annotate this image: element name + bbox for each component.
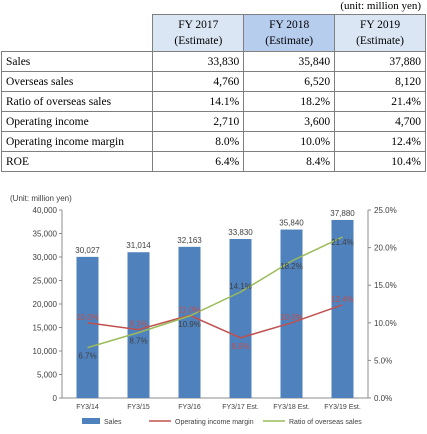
row-label: Overseas sales [0,71,154,92]
table-cell: 18.2% [243,91,336,112]
table-header-row: FY 2017 (Estimate) FY 2018 (Estimate) FY… [1,14,426,52]
table-cell: 10.0% [243,131,336,152]
sales-chart: (Unit: million yen) 0 5,000 10,000 15,000 20,… [10,194,397,426]
table-cell: 33,830 [152,51,245,72]
right-axis-tick-label: 20.0% [374,244,397,253]
left-axis-tick-label: 0 [53,394,58,403]
ratio-data-label: 8.7% [129,337,147,346]
table-row: Overseas sales 4,760 6,520 8,120 [0,71,426,92]
table-cell: 10.4% [334,151,426,172]
line-operating-income-margin [87,304,343,339]
row-label: Operating income [0,111,154,132]
left-axis-tick-label: 30,000 [33,253,58,262]
x-axis-category-label: FY3/18 Est. [273,404,310,411]
left-axis-tick-label: 5,000 [37,371,58,380]
column-note: (Estimate) [356,35,404,47]
ratio-data-label: 14.1% [229,282,252,291]
financial-forecast-table: FY 2017 (Estimate) FY 2018 (Estimate) FY… [0,14,426,172]
right-axis-tick-label: 10.0% [374,319,397,328]
table-cell: 35,840 [243,51,336,72]
margin-data-label: 10.0% [76,313,99,322]
column-header-fy2017: FY 2017 (Estimate) [152,14,245,52]
legend-label-sales: Sales [104,419,122,426]
left-axis-tick-label: 40,000 [33,206,58,215]
right-axis-tick-label: 0.0% [374,394,392,403]
table-cell: 14.1% [152,91,245,112]
x-axis-category-label: FY3/16 [178,404,201,411]
legend-swatch-sales [82,418,100,424]
ratio-data-label: 6.7% [78,352,96,361]
table-row: Sales 33,830 35,840 37,880 [0,51,426,72]
row-label: Ratio of overseas sales [0,91,154,112]
bar-data-label: 37,880 [330,209,355,218]
column-year: FY 2017 [178,19,219,31]
legend-label-ratio: Ratio of overseas sales [289,419,362,426]
margin-data-label: 8.0% [231,342,249,351]
table-cell: 3,600 [243,111,336,132]
table-cell: 8.0% [152,131,245,152]
bar-data-label: 31,014 [126,241,151,250]
table-corner-cell [1,14,154,52]
table-cell: 8.4% [243,151,336,172]
bar-sales [280,229,303,398]
bar-sales [331,219,354,398]
x-axis-category-label: FY3/14 [76,404,99,411]
ratio-data-label: 10.9% [178,320,201,329]
margin-data-label: 12.4% [331,295,354,304]
column-header-fy2019: FY 2019 (Estimate) [334,14,426,52]
table-row: Operating income 2,710 3,600 4,700 [0,111,426,132]
row-label: ROE [0,151,154,172]
x-axis-category-label: FY3/15 [127,404,150,411]
bar-data-label: 30,027 [75,246,100,255]
row-label: Sales [0,51,154,72]
x-axis-category-label: FY3/17 Est. [222,404,259,411]
table-cell: 6.4% [152,151,245,172]
bar-data-label: 33,830 [228,228,253,237]
table-row: Ratio of overseas sales 14.1% 18.2% 21.4% [0,91,426,112]
table-cell: 8,120 [334,71,426,92]
left-axis-tick-label: 20,000 [33,300,58,309]
table-cell: 12.4% [334,131,426,152]
column-year: FY 2019 [359,19,401,31]
table-cell: 2,710 [152,111,245,132]
left-axis-tick-label: 25,000 [33,277,58,286]
ratio-data-label: 18.2% [280,262,303,271]
column-note: (Estimate) [265,35,314,47]
x-axis-category-label: FY3/19 Est. [324,404,361,411]
unit-note: (unit: million yen) [340,0,421,12]
column-year: FY 2018 [269,19,310,31]
bar-sales [127,252,150,398]
bar-sales [229,238,252,398]
bar-sales [76,256,99,398]
ratio-data-label: 21.4% [331,238,354,247]
table-cell: 4,760 [152,71,245,92]
bar-data-label: 35,840 [279,219,304,228]
row-label: Operating income margin [0,131,154,152]
margin-data-label: 9.1% [129,320,147,329]
table-cell: 6,520 [243,71,336,92]
bar-data-label: 32,163 [177,236,202,245]
right-axis-tick-label: 5.0% [374,356,392,365]
column-note: (Estimate) [174,35,223,47]
margin-data-label: 10.0% [280,313,303,322]
column-header-fy2018: FY 2018 (Estimate) [243,14,336,52]
table-cell: 4,700 [334,111,426,132]
left-axis-tick-label: 15,000 [33,324,58,333]
left-axis-tick-label: 10,000 [33,347,58,356]
bar-sales [178,246,201,398]
right-axis-tick-label: 15.0% [374,281,397,290]
table-row: ROE 6.4% 8.4% 10.4% [0,151,426,172]
left-axis-tick-label: 35,000 [33,230,58,239]
line-ratio-overseas-sales [87,236,343,349]
margin-data-label: 11.0% [178,305,200,314]
chart-unit-label: (Unit: million yen) [10,194,72,203]
table-row: Operating income margin 8.0% 10.0% 12.4% [0,131,426,152]
table-body: Sales 33,830 35,840 37,880 Overseas sales 4,7… [0,51,426,172]
right-axis-tick-label: 25.0% [374,206,397,215]
table-cell: 21.4% [334,91,426,112]
table-cell: 37,880 [334,51,426,72]
legend-label-margin: Operating income margin [175,419,254,426]
